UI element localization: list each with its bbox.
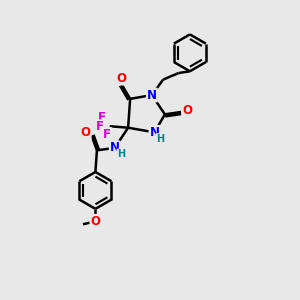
Text: F: F — [103, 128, 111, 141]
Text: O: O — [90, 215, 100, 228]
Text: O: O — [81, 126, 91, 139]
Text: N: N — [147, 88, 157, 101]
Text: O: O — [182, 104, 192, 117]
Text: H: H — [156, 134, 164, 144]
Text: F: F — [98, 111, 106, 124]
Text: F: F — [96, 120, 104, 133]
Text: N: N — [110, 141, 120, 154]
Text: N: N — [149, 126, 160, 139]
Text: O: O — [116, 72, 126, 85]
Text: H: H — [117, 149, 125, 160]
